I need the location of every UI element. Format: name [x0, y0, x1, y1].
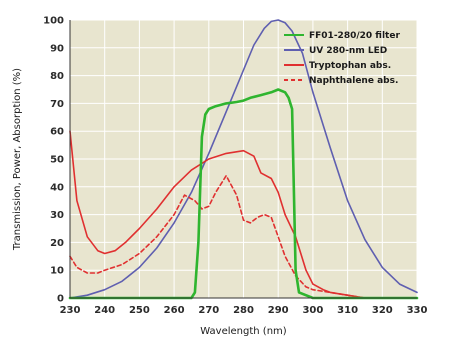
series-line-0 [68, 88, 419, 300]
legend: FF01-280/20 filter UV 280-nm LED Tryptopha… [284, 31, 400, 86]
y-tick-label: 10 [50, 266, 64, 277]
series-line-2 [69, 130, 366, 299]
y-tick-label: 60 [50, 127, 64, 138]
x-tick-label: 250 [129, 305, 150, 316]
x-tick-label: 240 [94, 305, 115, 316]
series-line-3 [69, 174, 366, 299]
x-tick-label: 280 [233, 305, 254, 316]
x-tick-label: 300 [302, 305, 323, 316]
series-layer [68, 19, 419, 300]
y-tick-label: 20 [50, 238, 64, 249]
y-tick-label: 30 [50, 210, 64, 221]
y-tick-label: 40 [50, 182, 64, 193]
x-tick-label: 320 [372, 305, 393, 316]
x-axis-title: Wavelength (nm) [200, 326, 286, 337]
legend-label: Naphthalene abs. [309, 76, 398, 86]
x-tick-label: 260 [164, 305, 185, 316]
y-tick-label: 0 [57, 294, 64, 305]
x-tick-label: 270 [198, 305, 219, 316]
legend-label: FF01-280/20 filter [309, 31, 400, 41]
x-tick-label: 310 [337, 305, 358, 316]
series-line-1 [69, 19, 418, 299]
legend-label: Tryptophan abs. [309, 61, 391, 71]
x-tick-label: 290 [268, 305, 289, 316]
y-tick-label: 80 [50, 71, 64, 82]
axes: 230 240 250 260 270 280 290 300 310 320 330 0 10 20 30… [43, 16, 427, 317]
y-tick-label: 50 [50, 155, 64, 166]
y-tick-label: 100 [43, 16, 64, 27]
y-tick-label: 90 [50, 43, 64, 54]
y-axis-title: Transmission, Power, Absorption (%) [12, 68, 23, 251]
y-tick-label: 70 [50, 99, 64, 110]
x-tick-label: 330 [407, 305, 428, 316]
x-tick-label: 230 [60, 305, 81, 316]
legend-label: UV 280-nm LED [309, 46, 387, 56]
